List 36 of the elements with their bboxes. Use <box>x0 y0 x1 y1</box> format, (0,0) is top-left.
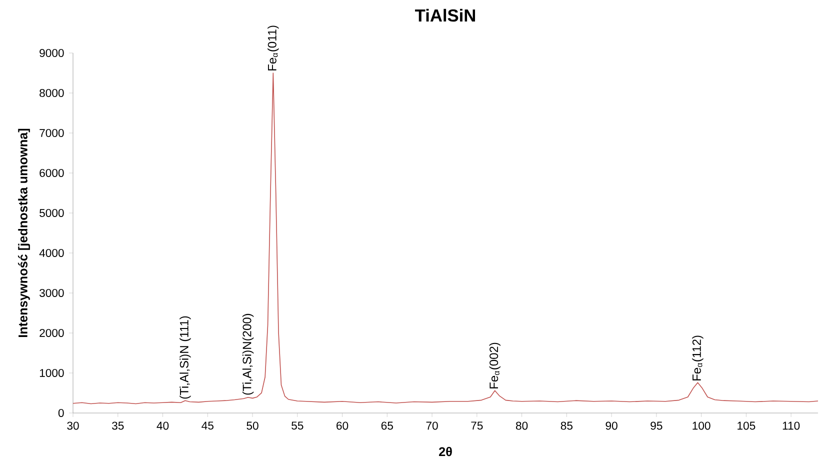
x-tick-label: 60 <box>336 422 348 430</box>
x-tick-label: 30 <box>67 422 79 430</box>
annotation: Fe$_{α}$(112) <box>692 336 704 380</box>
y-tick-label: 5000 <box>40 208 64 217</box>
x-tick-label: 35 <box>112 422 124 430</box>
y-tick-label: 7000 <box>40 129 64 138</box>
y-tick-label: 2000 <box>40 328 64 337</box>
annotation: (Ti,Al,Si)N (111) <box>180 316 191 399</box>
x-tick-label: 110 <box>782 422 800 430</box>
y-tick-label: 8000 <box>40 89 64 98</box>
x-tick-label: 45 <box>202 422 214 430</box>
x-tick-label: 50 <box>246 422 258 430</box>
y-tick-label: 0 <box>58 408 64 417</box>
y-tick-label: 6000 <box>40 168 64 178</box>
y-tick-label: 4000 <box>39 248 64 257</box>
x-tick-label: 80 <box>516 422 528 430</box>
x-tick-label: 55 <box>292 422 304 430</box>
x-tick-label: 40 <box>156 422 169 430</box>
annotation: Fe$_{α}$(011) <box>268 26 279 70</box>
x-tick-label: 105 <box>738 422 756 430</box>
y-tick-label: 1000 <box>40 368 64 377</box>
line-series <box>72 72 818 404</box>
y-tick-label: 3000 <box>40 288 64 297</box>
x-tick-label: 70 <box>426 422 438 430</box>
y-tick-label: 9000 <box>40 49 64 58</box>
chart-title: TiAlSiN <box>415 8 476 22</box>
annotation: Fe$_{α}$(002) <box>489 342 500 388</box>
x-axis-title: 2θ <box>438 446 452 456</box>
x-tick-label: 85 <box>560 422 573 430</box>
annotation: (Ti,Al,Si)N(200) <box>242 314 254 395</box>
x-tick-label: 65 <box>381 422 393 430</box>
y-axis-title: Intensywność [jednostka umowna] <box>18 128 30 338</box>
x-tick-label: 95 <box>650 422 662 430</box>
x-tick-label: 100 <box>692 422 710 430</box>
x-tick-label: 90 <box>606 422 618 430</box>
x-tick-label: 75 <box>471 422 483 430</box>
